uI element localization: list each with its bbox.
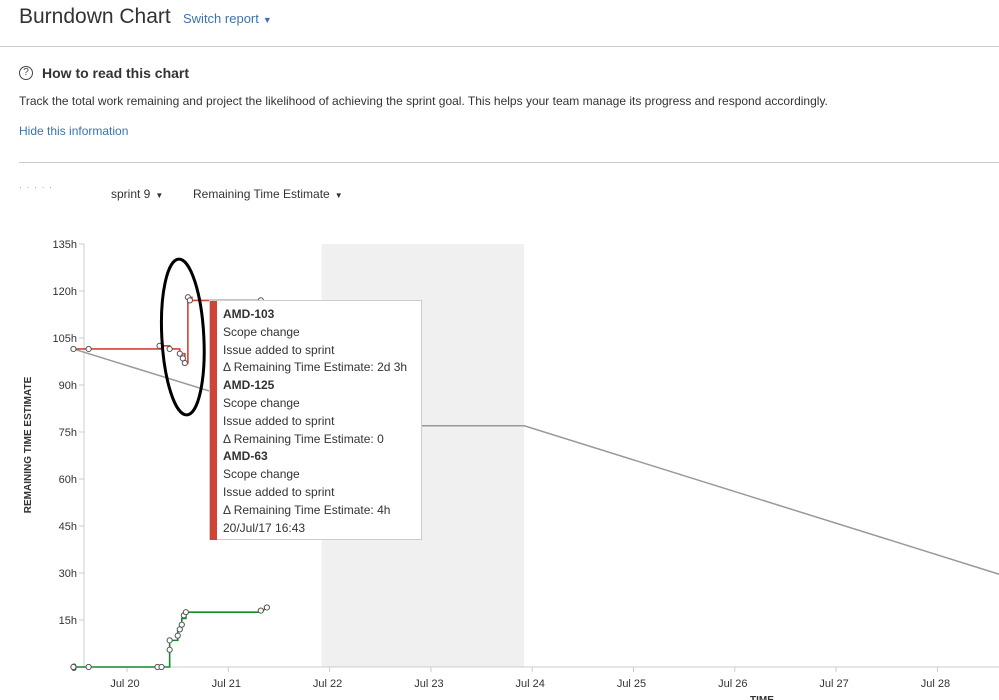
x-tick-label: Jul 25 — [617, 678, 646, 690]
estimate-selector-label: Remaining Time Estimate — [193, 187, 330, 201]
completed-point — [174, 632, 181, 639]
y-tick-label: 105h — [53, 333, 77, 345]
completed-point — [178, 621, 185, 628]
tooltip-issue-key: AMD-125 — [223, 378, 275, 393]
hide-information-link[interactable]: Hide this information — [19, 124, 129, 138]
x-tick-label: Jul 24 — [516, 678, 545, 690]
header-divider — [0, 46, 999, 47]
tooltip-issue-key: AMD-63 — [223, 449, 268, 464]
y-tick-label: 75h — [59, 427, 77, 439]
y-tick-label: 60h — [59, 474, 77, 486]
tooltip-delta: Δ Remaining Time Estimate: 2d 3h — [223, 360, 408, 375]
x-tick-label: Jul 26 — [718, 678, 747, 690]
chevron-down-icon: ▼ — [262, 15, 272, 25]
y-tick-label: 120h — [53, 286, 77, 298]
completed-point — [166, 646, 173, 653]
sprint-selector[interactable]: sprint 9 ▼ — [111, 187, 163, 201]
chevron-down-icon: ▼ — [334, 191, 343, 200]
tooltip-issue-key: AMD-103 — [223, 307, 275, 321]
x-tick-label: Jul 27 — [819, 678, 848, 690]
tooltip-delta: Δ Remaining Time Estimate: 0 — [223, 431, 384, 446]
info-divider — [19, 162, 999, 163]
y-axis-title: REMAINING TIME ESTIMATE — [23, 376, 34, 513]
completed-point — [85, 663, 92, 671]
remaining-point — [181, 359, 188, 367]
tooltip-change-type: Scope change — [223, 324, 300, 339]
x-tick-label: Jul 23 — [414, 678, 443, 690]
obscured-filter-label: · · · · · — [19, 182, 53, 192]
page-title: Burndown Chart — [19, 5, 171, 28]
annotation-ellipse — [159, 257, 206, 417]
switch-report-dropdown[interactable]: Switch report ▼ — [183, 11, 272, 28]
help-title: How to read this chart — [42, 65, 190, 81]
tooltip-event: Issue added to sprint — [223, 484, 335, 499]
burndown-chart[interactable]: 015h30h45h60h75h90h105h120h135hJul 20Jul… — [0, 228, 999, 700]
y-tick-label: 30h — [59, 568, 77, 580]
remaining-point — [70, 345, 77, 353]
y-tick-label: 135h — [53, 239, 77, 251]
completed-point — [166, 637, 173, 644]
completed-point — [158, 663, 165, 671]
remaining-point — [166, 345, 173, 353]
remaining-point — [176, 350, 183, 357]
chart-tooltip: AMD-103 Scope change Issue added to spri… — [209, 300, 422, 540]
completed-point — [257, 607, 264, 614]
remaining-point — [85, 345, 92, 353]
x-tick-label: Jul 22 — [313, 678, 342, 690]
tooltip-change-type: Scope change — [223, 395, 300, 410]
completed-line — [73, 606, 268, 668]
x-tick-label: Jul 21 — [212, 678, 241, 690]
y-tick-label: 90h — [59, 380, 77, 392]
y-tick-label: 15h — [59, 615, 77, 627]
completed-point — [263, 604, 270, 611]
x-tick-label: Jul 28 — [921, 678, 950, 690]
estimate-selector[interactable]: Remaining Time Estimate ▼ — [193, 187, 343, 201]
tooltip-timestamp: 20/Jul/17 16:43 — [223, 520, 306, 535]
tooltip-accent-bar — [210, 301, 217, 540]
remaining-point — [186, 297, 194, 304]
completed-point — [182, 609, 189, 616]
tooltip-delta: Δ Remaining Time Estimate: 4h — [223, 502, 391, 517]
help-description: Track the total work remaining and proje… — [19, 94, 828, 108]
switch-report-label: Switch report — [183, 11, 259, 26]
guideline-line — [73, 348, 999, 575]
x-axis-title: TIME — [750, 695, 774, 700]
y-tick-label: 45h — [59, 521, 77, 533]
tooltip-lines: AMD-103 Scope change Issue added to spri… — [223, 306, 407, 537]
chevron-down-icon: ▼ — [155, 191, 164, 200]
completed-point — [70, 663, 77, 671]
sprint-selector-label: sprint 9 — [111, 187, 151, 201]
tooltip-event: Issue added to sprint — [223, 342, 335, 357]
help-circle-icon: ? — [19, 66, 33, 80]
tooltip-event: Issue added to sprint — [223, 413, 335, 428]
tooltip-change-type: Scope change — [223, 467, 300, 482]
x-tick-label: Jul 20 — [110, 678, 139, 690]
